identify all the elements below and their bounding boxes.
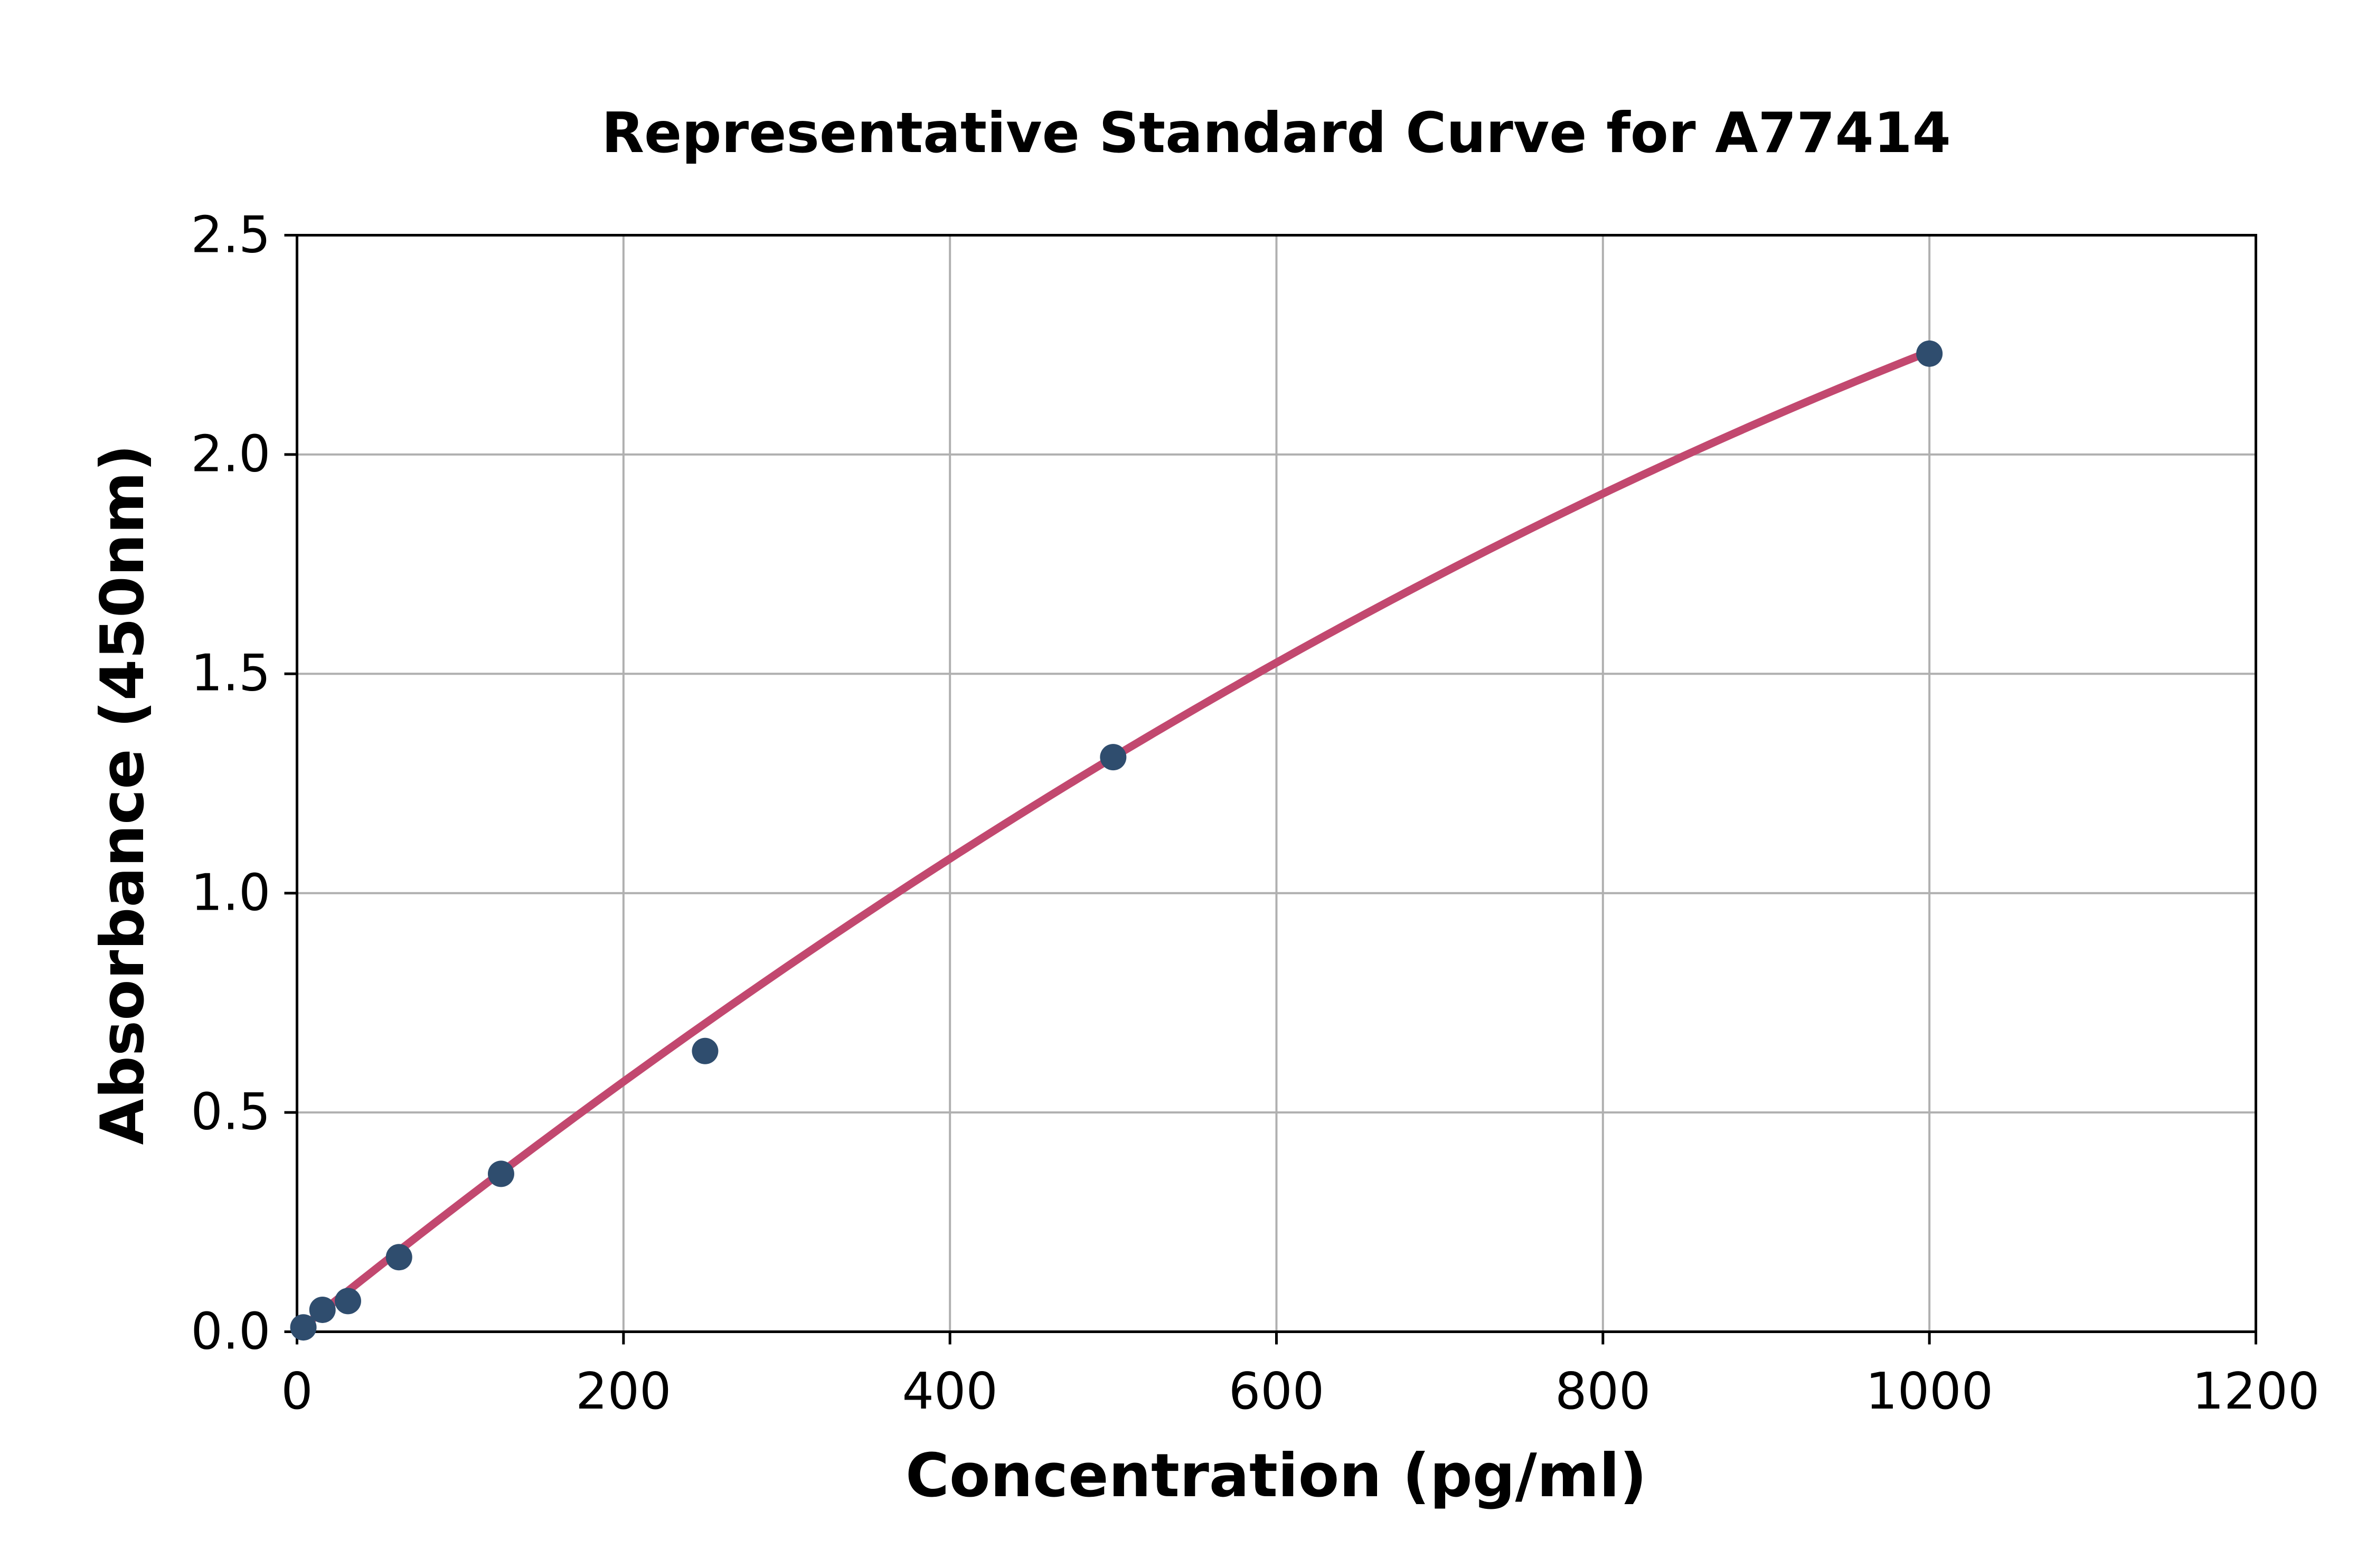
x-tick-label: 600 bbox=[1228, 1362, 1325, 1421]
x-tick-label: 800 bbox=[1555, 1362, 1651, 1421]
x-tick-label: 0 bbox=[281, 1362, 313, 1421]
y-tick-label: 1.5 bbox=[191, 644, 271, 703]
data-points bbox=[290, 340, 1943, 1341]
y-tick-label: 2.5 bbox=[191, 206, 271, 264]
y-tick-label: 0.0 bbox=[191, 1302, 271, 1361]
tick-marks bbox=[284, 234, 2257, 1345]
y-tick-label: 0.5 bbox=[191, 1083, 271, 1141]
x-tick-label: 200 bbox=[576, 1362, 672, 1421]
y-tick-label: 2.0 bbox=[191, 425, 271, 484]
x-axis-label: Concentration (pg/ml) bbox=[905, 1441, 1647, 1510]
x-tick-label: 400 bbox=[902, 1362, 998, 1421]
chart-title: Representative Standard Curve for A77414 bbox=[601, 101, 1951, 165]
fit-curve bbox=[294, 348, 1931, 1335]
x-tick-label: 1200 bbox=[2192, 1362, 2320, 1421]
plot-border bbox=[296, 234, 2257, 1333]
y-tick-label: 1.0 bbox=[191, 864, 271, 922]
x-tick-label: 1000 bbox=[1865, 1362, 1994, 1421]
gridlines bbox=[297, 234, 2257, 1332]
